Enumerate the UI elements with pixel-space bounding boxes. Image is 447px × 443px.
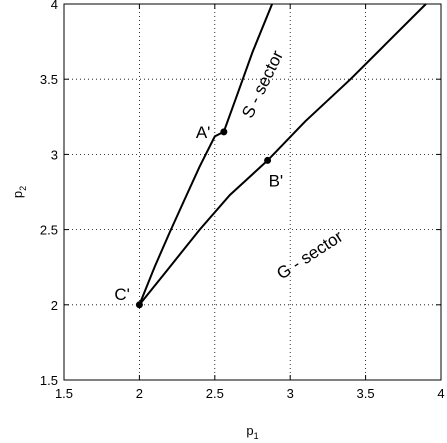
points: A' B' C' — [114, 123, 284, 309]
y-tick-label: 2 — [51, 298, 58, 313]
x-tick-label: 2.5 — [206, 386, 224, 401]
y-tick-label: 4 — [51, 0, 58, 12]
point-marker — [220, 128, 228, 136]
y-axis-label-main: p — [10, 191, 25, 198]
x-tick-label: 4 — [437, 386, 444, 401]
grid — [64, 4, 441, 380]
x-tick-label: 2 — [136, 386, 143, 401]
series-line-1 — [138, 3, 274, 306]
y-tick-label: 2.5 — [40, 223, 58, 238]
y-tick-label: 3 — [51, 147, 58, 162]
plot-frame — [63, 3, 442, 381]
y-axis-label-sub: 2 — [18, 186, 28, 191]
point-label: C' — [114, 285, 130, 304]
point-marker — [264, 156, 272, 164]
x-tick-label: 3.5 — [357, 386, 375, 401]
x-tick-label: 3 — [287, 386, 294, 401]
sector-annotation: S - sector — [238, 47, 287, 121]
y-tick-label: 1.5 — [40, 373, 58, 388]
x-axis-label-sub: 1 — [254, 431, 259, 441]
y-axis-label: p2 — [10, 186, 28, 198]
ticks: 1.5 2 2.5 3 3.5 4 1.5 2 2.5 3 3.5 4 — [40, 0, 445, 401]
y-tick-label: 3.5 — [40, 72, 58, 87]
x-axis-label: p1 — [246, 423, 258, 441]
x-tick-label: 1.5 — [55, 386, 73, 401]
point-label: A' — [196, 123, 211, 142]
x-axis-label-main: p — [246, 423, 253, 438]
curves — [138, 3, 427, 306]
point-marker — [135, 301, 143, 309]
annotations: S - sector G - sector — [238, 47, 346, 283]
series-line-2 — [138, 3, 427, 306]
point-label: B' — [269, 171, 284, 190]
sector-annotation: G - sector — [273, 227, 346, 284]
